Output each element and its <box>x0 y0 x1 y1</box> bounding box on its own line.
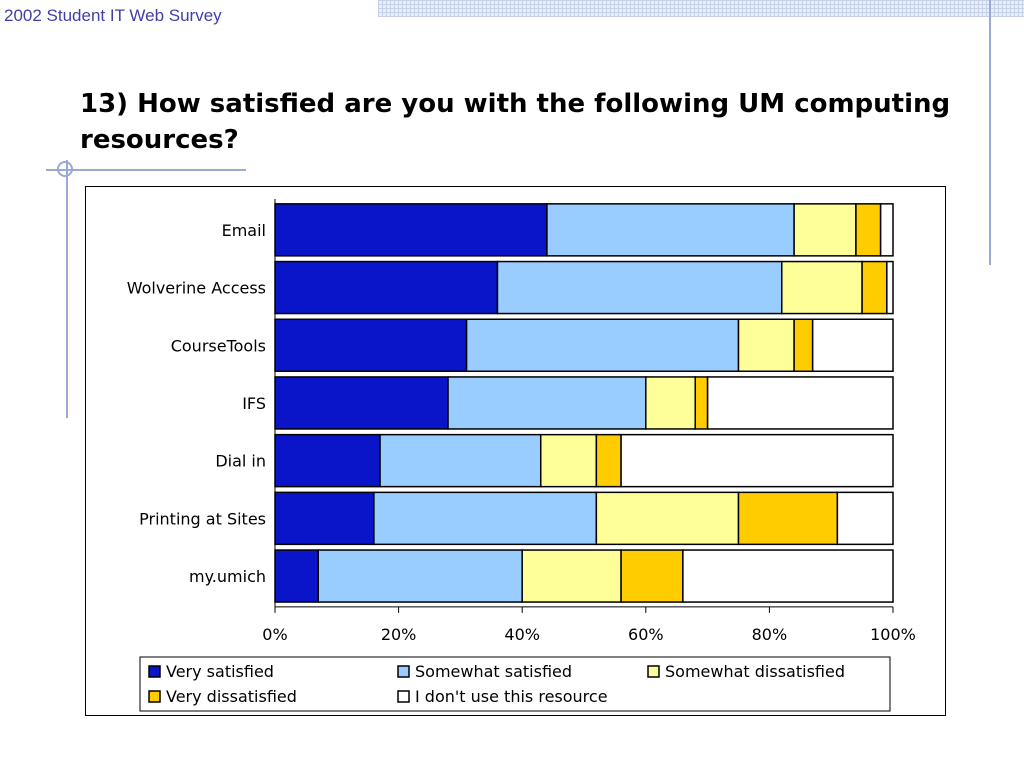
x-tick-label: 100% <box>870 625 916 644</box>
bar-segment-3-5 <box>811 318 894 372</box>
bar-segment-2-1 <box>274 260 499 315</box>
legend-swatch <box>148 665 161 678</box>
bar-segment-6-1 <box>274 491 375 546</box>
legend-swatch <box>647 665 660 678</box>
legend-label: Somewhat dissatisfied <box>665 662 845 681</box>
x-tick-label: 40% <box>504 625 540 644</box>
bar-segment-3-3 <box>737 318 795 372</box>
bar-segment-3-4 <box>793 318 814 372</box>
bar-segment-1-3 <box>793 203 857 257</box>
slide-title: 13) How satisfied are you with the follo… <box>80 89 951 155</box>
category-label: IFS <box>242 394 266 413</box>
bar-segment-7-3 <box>521 549 622 603</box>
x-tick-label: 80% <box>752 625 788 644</box>
x-tick-label: 60% <box>628 625 664 644</box>
bar-segment-6-4 <box>737 491 839 546</box>
legend-label: Very satisfied <box>166 662 274 681</box>
bar-segment-7-1 <box>274 549 320 603</box>
category-label: Dial in <box>215 452 266 471</box>
bar-segment-1-4 <box>855 203 882 257</box>
bar-segment-5-3 <box>539 433 598 488</box>
bar-segment-4-2 <box>447 376 647 430</box>
bar-segment-2-3 <box>781 260 863 315</box>
bar-segment-5-1 <box>274 433 381 488</box>
bar-segment-2-4 <box>861 260 888 315</box>
bar-segment-5-5 <box>620 433 894 488</box>
decoration-vertical-line-right <box>989 0 991 265</box>
bar-segment-1-2 <box>546 203 795 257</box>
category-label: Wolverine Access <box>127 279 266 298</box>
category-label: my.umich <box>189 567 266 586</box>
bar-segment-4-5 <box>706 376 894 430</box>
decoration-vertical-line-left <box>66 160 68 418</box>
bar-segment-5-4 <box>595 433 622 488</box>
bar-segment-3-1 <box>274 318 468 372</box>
x-tick-label: 0% <box>262 625 287 644</box>
category-label: Email <box>222 221 266 240</box>
legend-swatch <box>397 665 410 678</box>
bar-segment-4-1 <box>274 376 449 430</box>
decoration-horizontal-line <box>46 169 246 171</box>
bar-segment-6-5 <box>836 491 894 546</box>
header-grid-decoration <box>378 0 1024 17</box>
slide-header: 2002 Student IT Web Survey <box>4 6 222 25</box>
decoration-circle-icon <box>57 161 73 177</box>
bar-segment-6-3 <box>595 491 740 546</box>
category-label: CourseTools <box>171 336 266 355</box>
legend-swatch <box>397 690 410 703</box>
bar-segment-6-2 <box>373 491 598 546</box>
chart-frame: Email Wolverine Access CourseTools IFS Dial … <box>85 186 946 716</box>
bar-segment-1-5 <box>879 203 894 257</box>
bar-segment-7-5 <box>682 549 894 603</box>
legend-label: Somewhat satisfied <box>415 662 572 681</box>
legend-box <box>139 656 891 712</box>
category-label: Printing at Sites <box>139 509 266 528</box>
bar-segment-2-5 <box>886 260 894 315</box>
bar-segment-1-1 <box>274 203 548 257</box>
legend-label: I don't use this resource <box>415 687 608 706</box>
bar-segment-7-2 <box>317 549 523 603</box>
legend-swatch <box>148 690 161 703</box>
x-tick-label: 20% <box>381 625 417 644</box>
bar-segment-2-2 <box>496 260 783 315</box>
legend-label: Very dissatisfied <box>166 687 297 706</box>
bar-segment-4-4 <box>694 376 709 430</box>
stacked-bar-chart: Email Wolverine Access CourseTools IFS Dial … <box>127 199 916 712</box>
bar-segment-7-4 <box>620 549 684 603</box>
bar-segment-3-2 <box>465 318 740 372</box>
bar-segment-5-2 <box>379 433 542 488</box>
bar-segment-4-3 <box>645 376 696 430</box>
